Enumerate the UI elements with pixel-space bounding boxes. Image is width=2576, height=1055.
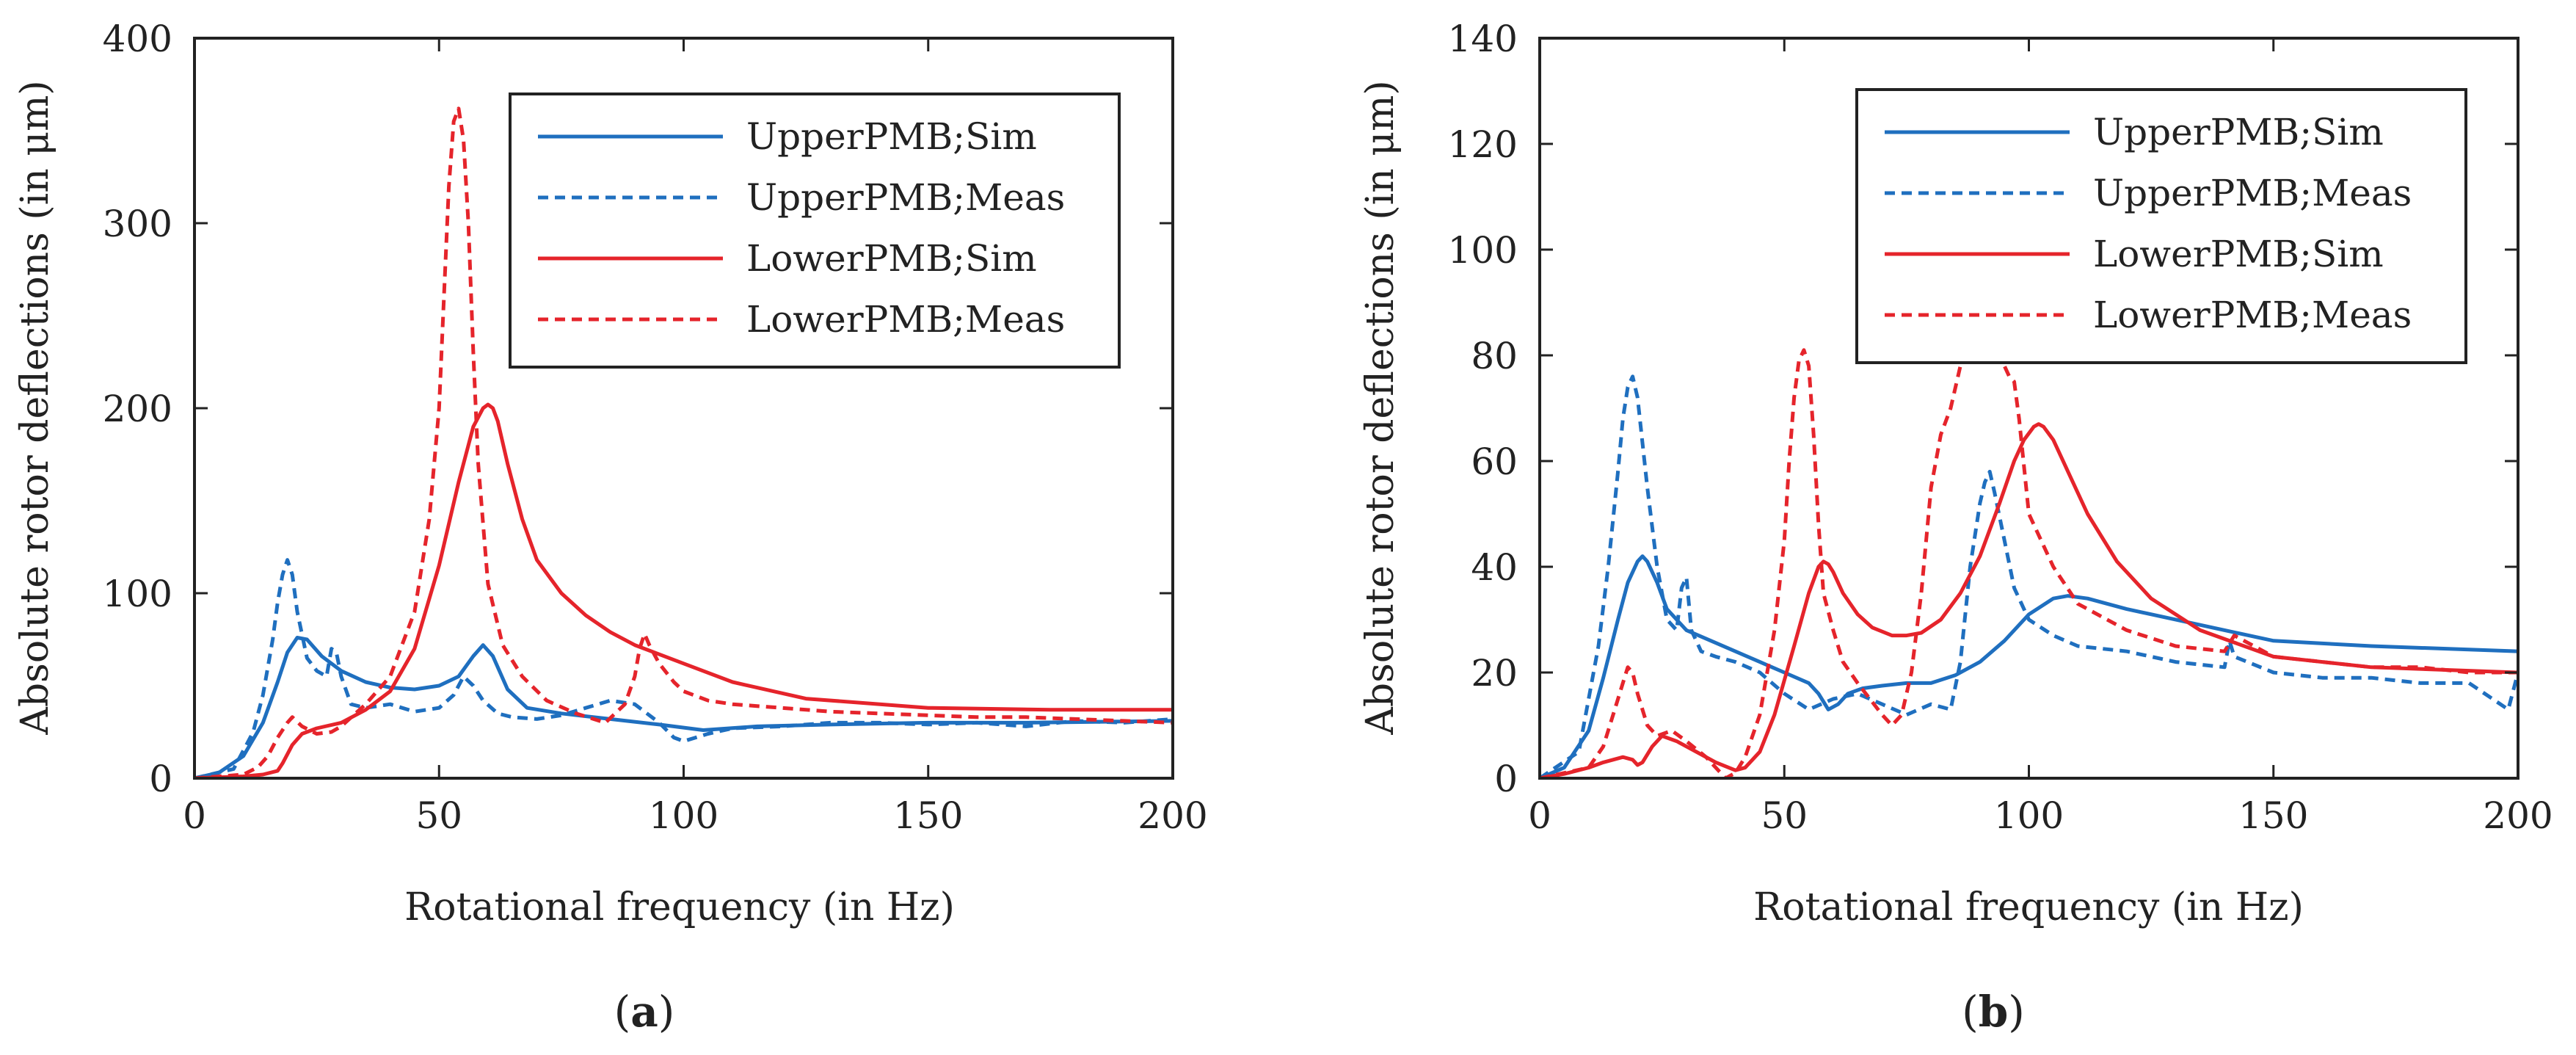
series-line-upperpmb-meas-b (1540, 374, 2518, 778)
legend-entry: LowerPMB;Sim (746, 237, 1037, 280)
legend-b: UpperPMB;Sim UpperPMB;Meas LowerPMB;Sim Low… (1855, 88, 2467, 364)
y-tick-label: 200 (103, 388, 172, 430)
x-tick-label: 150 (893, 794, 963, 837)
legend-entry: LowerPMB;Sim (2093, 233, 2384, 275)
series-line-upperpmb-meas-a (194, 558, 1173, 778)
y-tick-label: 140 (1448, 18, 1518, 60)
series-line-lowerpmb-sim-a (194, 402, 1173, 778)
y-tick-label: 80 (1471, 335, 1518, 377)
y-tick-label: 0 (1494, 758, 1518, 800)
panel-letter-b: b (1979, 987, 2009, 1037)
legend-box (1855, 88, 2467, 364)
series-line-upperpmb-sim-a (194, 636, 1173, 778)
plot-area-a (193, 37, 1174, 780)
legend-entry: UpperPMB;Meas (2093, 172, 2412, 214)
y-tick-label: 400 (103, 18, 172, 60)
x-tick-label: 150 (2238, 794, 2308, 837)
y-tick-label: 0 (149, 758, 172, 800)
legend-entry: LowerPMB;Meas (2093, 294, 2412, 336)
x-tick-label: 0 (1528, 794, 1551, 837)
y-tick-label: 300 (103, 203, 172, 245)
legend-entry: LowerPMB;Meas (746, 298, 1065, 341)
x-axis-label-b: Rotational frequency (in Hz) (1753, 885, 2304, 929)
x-tick-label: 100 (649, 794, 718, 837)
series-group-a (194, 106, 1173, 778)
tick-labels-b: 0 50 100 150 200 0 20 40 60 80 100 120 140 (1448, 18, 2553, 837)
legend-box (509, 93, 1121, 369)
y-tick-label: 100 (1448, 229, 1518, 272)
y-axis-label-b: Absolute rotor deflections (in μm) (1358, 80, 1402, 735)
y-tick-label: 120 (1448, 123, 1518, 166)
chart-panel-a: Absolute rotor deflections (in μm) Rotat… (13, 18, 1208, 1037)
y-tick-label: 20 (1471, 652, 1518, 695)
legend-entry: UpperPMB;Sim (2093, 111, 2384, 153)
x-tick-label: 100 (1994, 794, 2064, 837)
panel-label-a: (a) (614, 987, 675, 1037)
series-group-b (1540, 316, 2518, 778)
legend-a: UpperPMB;Sim UpperPMB;Meas LowerPMB;Sim Low… (509, 93, 1121, 369)
series-line-lowerpmb-meas-b (1540, 316, 2518, 778)
x-tick-label: 50 (415, 794, 462, 837)
series-line-lowerpmb-sim-b (1540, 422, 2518, 778)
legend-entry: UpperPMB;Sim (746, 115, 1037, 158)
series-line-lowerpmb-meas-a (194, 106, 1173, 778)
panel-label-b: (b) (1962, 987, 2025, 1037)
series-line-upperpmb-sim-b (1540, 554, 2518, 778)
x-tick-label: 0 (183, 794, 206, 837)
y-axis-label-a: Absolute rotor deflections (in μm) (13, 80, 57, 735)
tick-labels-a: 0 50 100 150 200 0 100 200 300 400 (103, 18, 1208, 837)
y-tick-label: 100 (103, 573, 172, 615)
x-tick-label: 200 (2483, 794, 2553, 837)
legend-entry: UpperPMB;Meas (746, 176, 1065, 219)
x-tick-label: 50 (1761, 794, 1808, 837)
y-tick-label: 60 (1471, 441, 1518, 483)
x-axis-label-a: Rotational frequency (in Hz) (404, 885, 955, 929)
chart-panel-b: Absolute rotor deflections (in μm) Rotat… (1358, 18, 2553, 1037)
x-tick-label: 200 (1138, 794, 1207, 837)
panel-letter-a: a (630, 987, 658, 1037)
y-tick-label: 40 (1471, 546, 1518, 589)
plot-area-b (1538, 37, 2519, 780)
